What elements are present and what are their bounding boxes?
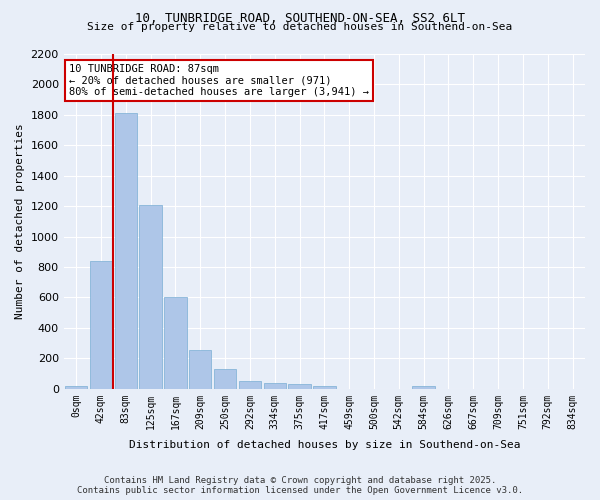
Bar xyxy=(289,384,311,389)
Text: Size of property relative to detached houses in Southend-on-Sea: Size of property relative to detached ho… xyxy=(88,22,512,32)
Text: Contains HM Land Registry data © Crown copyright and database right 2025.
Contai: Contains HM Land Registry data © Crown c… xyxy=(77,476,523,495)
Text: 10 TUNBRIDGE ROAD: 87sqm
← 20% of detached houses are smaller (971)
80% of semi-: 10 TUNBRIDGE ROAD: 87sqm ← 20% of detach… xyxy=(69,64,369,97)
Bar xyxy=(263,382,286,389)
Bar xyxy=(313,386,335,389)
Bar xyxy=(189,350,211,389)
Bar xyxy=(115,114,137,389)
Bar xyxy=(65,386,87,389)
Y-axis label: Number of detached properties: Number of detached properties xyxy=(15,124,25,320)
Bar xyxy=(90,261,112,389)
X-axis label: Distribution of detached houses by size in Southend-on-Sea: Distribution of detached houses by size … xyxy=(128,440,520,450)
Bar xyxy=(164,298,187,389)
Text: 10, TUNBRIDGE ROAD, SOUTHEND-ON-SEA, SS2 6LT: 10, TUNBRIDGE ROAD, SOUTHEND-ON-SEA, SS2… xyxy=(135,12,465,26)
Bar xyxy=(412,386,435,389)
Bar xyxy=(239,381,261,389)
Bar xyxy=(139,204,162,389)
Bar xyxy=(214,369,236,389)
